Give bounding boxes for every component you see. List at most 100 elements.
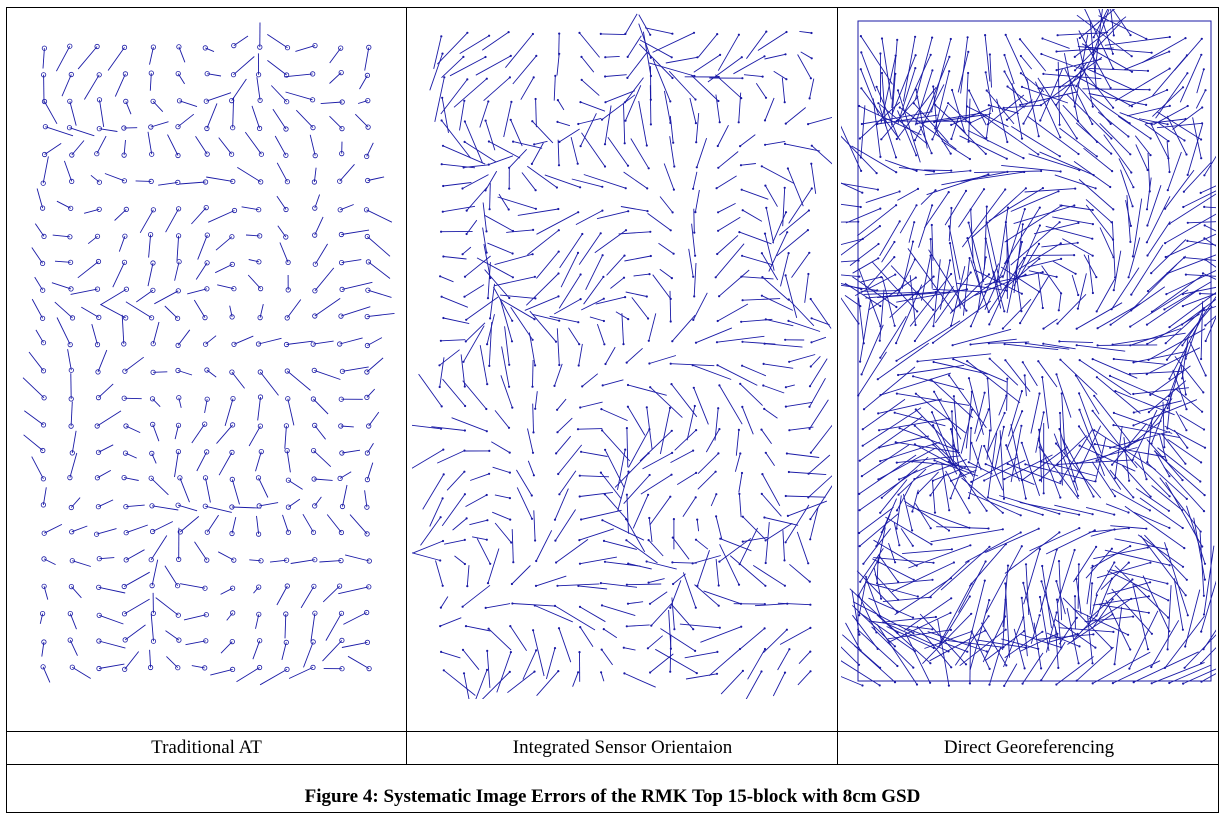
error-vector-68 [105,174,125,181]
error-vector-130 [1027,79,1039,136]
control-point-230 [286,505,290,509]
control-point-266 [969,257,971,259]
control-point-470 [1038,429,1040,431]
control-point-698 [1187,614,1189,616]
control-point-53 [487,100,489,102]
error-vector-79 [690,98,696,123]
error-vector-125 [248,275,260,289]
control-point-410 [1041,376,1043,378]
control-point-733 [1094,647,1096,649]
error-vector-28 [666,57,698,63]
error-vector-311 [348,656,369,668]
control-point-696 [1148,612,1150,614]
control-point-206 [487,297,489,299]
control-point-695 [1132,616,1134,618]
error-vector-338 [787,454,819,458]
control-point-155 [1129,153,1131,155]
error-vector-12 [698,34,717,57]
error-vector-291 [463,381,487,409]
error-vector-177 [258,397,261,420]
control-point-560 [859,509,861,511]
error-vector-282 [672,384,697,417]
control-point-533 [1094,480,1096,482]
control-point-91 [580,145,582,147]
error-vector-462 [510,626,526,651]
control-point-155 [365,343,369,347]
control-point-499 [577,671,579,673]
control-point-754 [1114,663,1116,665]
control-point-495 [486,669,488,671]
error-vector-435 [673,574,686,584]
control-point-321 [879,305,881,307]
control-point-145 [646,210,648,212]
error-vector-59 [625,78,644,103]
control-point-483 [601,649,603,651]
control-point-699 [1203,613,1205,615]
error-vector-32 [765,54,786,59]
control-point-289 [441,405,443,407]
error-vector-470 [672,605,693,629]
control-point-451 [649,603,651,605]
control-point-329 [580,451,582,453]
error-vector-379 [555,489,568,520]
error-vector-232 [343,485,348,507]
control-point-615 [1129,545,1131,547]
control-point-508 [784,672,786,674]
control-point-583 [911,529,913,531]
error-vector-134 [783,188,785,226]
control-point-655 [1131,578,1133,580]
error-vector-250 [126,550,144,560]
control-point-703 [912,632,914,634]
control-point-565 [948,509,950,511]
error-vector-146 [660,197,673,213]
control-point-201 [761,276,763,278]
control-point-480 [535,649,537,651]
control-point-2 [488,35,490,37]
control-point-368 [695,496,697,498]
control-point-233 [717,320,719,322]
control-point-428 [1005,395,1007,397]
control-point-256 [1146,241,1148,243]
error-vector-253 [1046,226,1093,238]
control-point-632 [1078,563,1080,565]
control-point-48 [762,76,764,78]
error-vector-770 [1041,642,1065,680]
error-vector-181 [367,389,375,397]
control-point-502 [649,671,651,673]
error-vector-256 [1147,196,1170,242]
error-vector-221 [443,318,469,324]
error-vector-697 [1115,566,1168,618]
control-point-162 [895,171,897,173]
control-point-127 [625,187,627,189]
control-point-61 [876,86,878,88]
error-vector-33 [801,52,812,58]
control-point-220 [810,298,812,300]
control-point-118 [810,163,812,165]
control-point-639 [1204,563,1206,565]
control-point-337 [1163,308,1165,310]
control-point-714 [1112,631,1114,633]
control-point-48 [1003,70,1005,72]
control-point-123 [535,189,537,191]
error-vector-469 [672,598,675,630]
control-point-350 [670,474,672,476]
control-point-302 [741,406,743,408]
error-vector-736 [1133,584,1148,649]
control-point-290 [1042,271,1044,273]
control-point-270 [788,361,790,363]
error-vector-222 [880,221,900,256]
control-point-18 [462,56,464,58]
error-vector-279 [603,380,624,386]
error-vector-147 [695,190,699,212]
control-point-629 [1025,563,1027,565]
error-vector-148 [960,136,1007,159]
error-vector-77 [1129,90,1167,106]
control-point-775 [1133,681,1135,683]
control-point-494 [1109,447,1111,449]
control-point-474 [1112,424,1114,426]
control-point-238 [440,340,442,342]
control-point-477 [462,649,464,651]
error-vector-487 [660,629,695,651]
control-point-412 [1075,374,1077,376]
control-point-218 [1182,206,1184,208]
